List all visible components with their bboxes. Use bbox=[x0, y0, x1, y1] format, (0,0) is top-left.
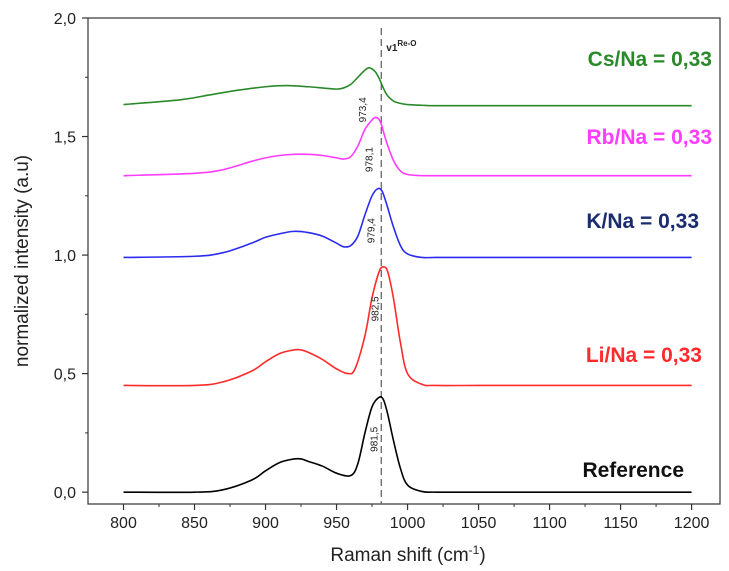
x-tick-label: 950 bbox=[323, 515, 350, 532]
x-tick-label: 900 bbox=[252, 515, 279, 532]
series-label: K/Na = 0,33 bbox=[586, 210, 699, 233]
peak-label: 982,5 bbox=[371, 296, 382, 321]
plot-frame bbox=[87, 17, 721, 505]
series-line bbox=[123, 66, 692, 107]
x-tick-label: 1050 bbox=[461, 515, 497, 532]
x-tick-label: 1100 bbox=[532, 515, 567, 532]
peak-labels: 981,5 982,5 979,4 978,1 973,4 bbox=[358, 97, 382, 452]
series-label: Li/Na = 0,33 bbox=[586, 344, 702, 367]
peak-label: 981,5 bbox=[369, 426, 380, 451]
series-lines bbox=[123, 66, 692, 494]
y-tick-label: 0,0 bbox=[54, 485, 76, 502]
x-axis-title-sup: -1 bbox=[469, 543, 480, 557]
series-line bbox=[123, 266, 692, 387]
y-tick-labels: 0,0 0,5 1,0 1,5 2,0 bbox=[54, 11, 76, 502]
x-tick-labels: 800 850 900 950 1000 1050 1100 1150 1200 bbox=[110, 515, 709, 532]
x-tick-label: 1150 bbox=[603, 515, 638, 532]
series-line bbox=[123, 116, 692, 177]
x-tick-label: 1200 bbox=[674, 515, 710, 532]
series-line bbox=[123, 395, 692, 494]
series-label: Reference bbox=[582, 459, 684, 482]
series-line bbox=[123, 187, 692, 259]
x-tick-label: 800 bbox=[110, 515, 137, 532]
y-tick-label: 0,5 bbox=[54, 367, 76, 384]
x-axis-title-main: Raman shift (cm bbox=[330, 545, 468, 566]
series-label: Rb/Na = 0,33 bbox=[587, 126, 712, 149]
axis-ticks bbox=[82, 17, 693, 510]
y-tick-label: 1,5 bbox=[54, 130, 76, 147]
peak-label: 979,4 bbox=[366, 218, 377, 243]
x-axis-title-end: ) bbox=[479, 545, 485, 566]
reference-line-label: v1Re-O bbox=[386, 39, 416, 54]
peak-label: 973,4 bbox=[358, 97, 369, 122]
y-tick-label: 1,0 bbox=[54, 248, 76, 265]
reference-line-label-main: v1 bbox=[386, 43, 398, 54]
x-tick-label: 850 bbox=[181, 515, 208, 532]
y-tick-label: 2,0 bbox=[54, 11, 76, 28]
y-axis-title: normalized intensity (a.u) bbox=[12, 155, 33, 367]
x-tick-label: 1000 bbox=[390, 515, 426, 532]
x-axis-title: Raman shift (cm-1) bbox=[330, 543, 485, 566]
reference-line-label-sup: Re-O bbox=[397, 39, 416, 48]
peak-label: 978,1 bbox=[364, 147, 375, 172]
series-label: Cs/Na = 0,33 bbox=[588, 48, 712, 71]
series-labels: Reference Li/Na = 0,33 K/Na = 0,33 Rb/Na = … bbox=[582, 48, 712, 482]
